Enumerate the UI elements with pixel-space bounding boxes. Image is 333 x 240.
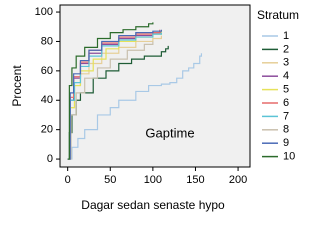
series-line	[67, 22, 154, 160]
legend-label: 9	[283, 137, 289, 149]
legend-label: 7	[283, 110, 289, 122]
y-axis-label: Procent	[10, 65, 24, 107]
y-tick-label: 60	[41, 65, 53, 77]
legend-label: 8	[283, 124, 289, 136]
x-tick-label: 0	[65, 174, 71, 186]
y-tick-label: 100	[35, 6, 53, 18]
legend-label: 2	[283, 43, 289, 55]
series-line	[67, 29, 162, 160]
annotation: Gaptime	[145, 125, 194, 140]
y-tick-label: 40	[41, 94, 53, 106]
legend-label: 4	[283, 70, 289, 82]
chart: Dagar sedan senaste hypo Procent Gaptime…	[10, 4, 299, 212]
x-axis-label: Dagar sedan senaste hypo	[81, 198, 225, 212]
x-tick-label: 50	[104, 174, 116, 186]
series-line	[67, 32, 162, 160]
y-tick-label: 80	[41, 35, 53, 47]
legend-label: 1	[283, 30, 289, 42]
series-line	[67, 53, 203, 160]
legend-label: 3	[283, 57, 289, 69]
legend-label: 6	[283, 97, 289, 109]
y-tick-label: 0	[47, 153, 53, 165]
legend-title: Stratum	[257, 8, 299, 22]
x-tick-label: 150	[186, 174, 204, 186]
x-tick-label: 200	[229, 174, 247, 186]
x-tick-label: 100	[144, 174, 162, 186]
legend-label: 5	[283, 84, 289, 96]
legend-label: 10	[283, 151, 295, 163]
series-line	[67, 41, 154, 160]
y-tick-label: 20	[41, 124, 53, 136]
